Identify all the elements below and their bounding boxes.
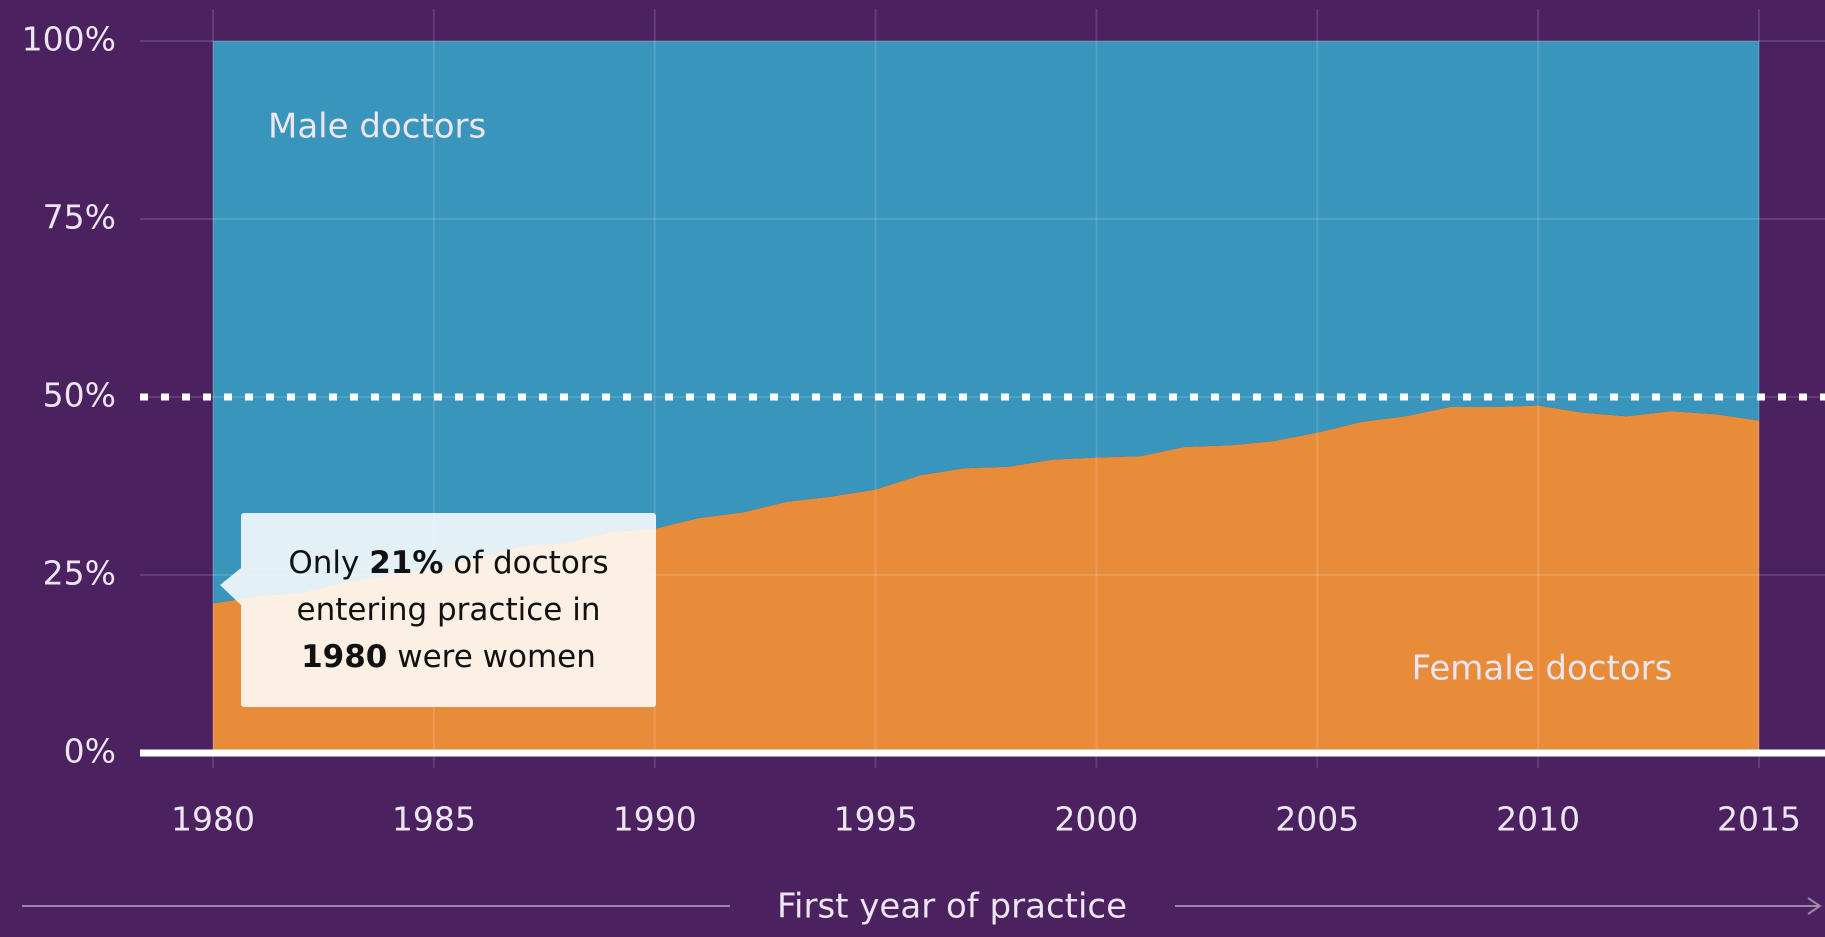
series-label: Female doctors <box>1412 649 1673 689</box>
axis-arrow-head <box>1807 897 1822 915</box>
x-tick-label: 2000 <box>1054 800 1138 839</box>
annotation-line: Only 21% of doctors <box>288 540 608 587</box>
x-axis-title: First year of practice <box>777 887 1127 927</box>
y-tick-label: 50% <box>43 376 116 415</box>
area <box>213 41 1759 604</box>
annotation-text: entering practice in <box>296 591 601 628</box>
y-tick-label: 25% <box>43 554 116 593</box>
y-tick-label: 75% <box>43 198 116 237</box>
annotation: Only 21% of doctors entering practice in 1… <box>241 513 656 707</box>
x-tick-label: 1990 <box>613 800 697 839</box>
annotation-text: Only <box>288 544 370 581</box>
x-tick-label: 2010 <box>1496 800 1580 839</box>
x-tick-label: 2005 <box>1275 800 1359 839</box>
annotation-line: entering practice in <box>297 587 601 634</box>
x-tick-label: 1985 <box>392 800 476 839</box>
y-tick-label: 0% <box>64 732 116 771</box>
annotation-pointer <box>220 568 241 605</box>
x-tick-label: 2015 <box>1717 800 1801 839</box>
series-label: Male doctors <box>268 107 486 147</box>
annotation-text: were women <box>387 638 596 675</box>
annotation-text: 21% <box>369 544 444 581</box>
annotation-text: of doctors <box>443 544 609 581</box>
y-tick-label: 100% <box>22 20 116 59</box>
annotation-line: 1980 were women <box>301 634 596 681</box>
x-tick-label: 1995 <box>834 800 918 839</box>
annotation-text: 1980 <box>301 638 388 675</box>
x-tick-label: 1980 <box>171 800 255 839</box>
